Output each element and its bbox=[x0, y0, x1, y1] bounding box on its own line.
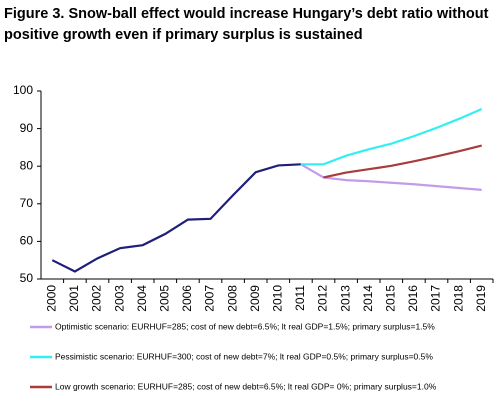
x-tick-label: 2004 bbox=[135, 285, 149, 312]
y-tick-label: 90 bbox=[20, 121, 34, 135]
x-tick-label: 2003 bbox=[112, 285, 126, 312]
x-tick-label: 2012 bbox=[316, 285, 330, 312]
y-tick-label: 60 bbox=[20, 234, 34, 248]
x-tick-label: 2009 bbox=[248, 285, 262, 312]
x-tick-label: 2001 bbox=[67, 285, 81, 312]
legend-label: Low growth scenario: EURHUF=285; cost of… bbox=[55, 381, 437, 391]
x-tick-label: 2002 bbox=[90, 285, 104, 312]
series-line bbox=[323, 144, 482, 179]
x-tick-label: 2005 bbox=[157, 285, 171, 312]
x-tick-label: 2007 bbox=[203, 285, 217, 312]
chart-title: positive growth even if primary surplus … bbox=[4, 27, 363, 43]
x-tick-label: 2017 bbox=[429, 285, 443, 312]
y-tick-label: 50 bbox=[20, 271, 34, 285]
x-tick-label: 2000 bbox=[44, 285, 58, 312]
x-tick-label: 2013 bbox=[338, 285, 352, 312]
y-tick-label: 100 bbox=[13, 83, 33, 97]
y-tick-label: 80 bbox=[20, 158, 34, 172]
x-tick-label: 2014 bbox=[361, 285, 375, 312]
y-tick-label: 70 bbox=[20, 196, 34, 210]
series-line bbox=[51, 163, 301, 273]
series-line bbox=[300, 163, 482, 191]
legend-label: Pessimistic scenario: EURHUF=300; cost o… bbox=[55, 351, 433, 361]
x-tick-label: 2018 bbox=[451, 285, 465, 312]
x-tick-label: 2011 bbox=[293, 285, 307, 311]
series-line bbox=[300, 108, 483, 166]
x-tick-label: 2006 bbox=[180, 285, 194, 312]
x-tick-label: 2010 bbox=[270, 285, 284, 312]
chart-title: Figure 3. Snow-ball effect would increas… bbox=[4, 6, 489, 22]
x-tick-label: 2019 bbox=[474, 285, 488, 312]
x-tick-label: 2008 bbox=[225, 285, 239, 312]
x-tick-label: 2016 bbox=[406, 285, 420, 312]
x-tick-label: 2015 bbox=[383, 285, 397, 312]
legend-label: Optimistic scenario: EURHUF=285; cost of… bbox=[55, 321, 435, 331]
